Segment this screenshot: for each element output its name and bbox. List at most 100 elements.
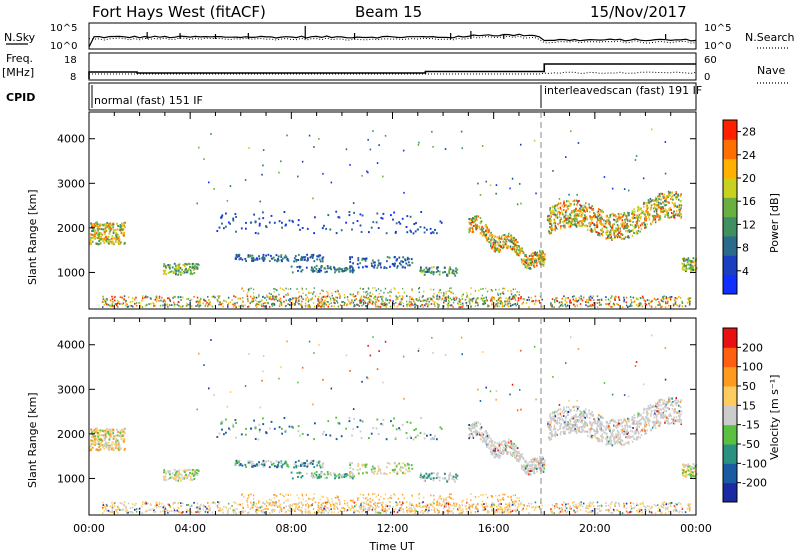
power-cell: [580, 205, 582, 208]
power-cell: [564, 299, 567, 302]
velocity-cell: [447, 501, 450, 503]
power-cell: [508, 301, 510, 303]
velocity-cell: [569, 507, 571, 510]
power-cell: [541, 252, 544, 255]
velocity-cell: [173, 507, 175, 510]
power-cell: [527, 257, 529, 260]
power-cell: [432, 271, 435, 274]
power-cell: [577, 214, 579, 217]
power-cell: [398, 262, 401, 265]
power-cell: [265, 254, 267, 257]
power-cell: [367, 301, 370, 303]
power-cell: [313, 260, 316, 263]
power-cell: [418, 288, 420, 290]
velocity-cell: [565, 511, 567, 514]
velocity-cell: [460, 509, 462, 512]
power-cell: [621, 233, 623, 236]
power-cell: [516, 203, 519, 206]
power-cell: [485, 296, 487, 299]
power-cell: [645, 226, 648, 229]
velocity-cell: [640, 503, 642, 505]
power-cell: [98, 227, 101, 230]
power-cell: [108, 232, 111, 235]
power-cell: [491, 245, 494, 248]
power-cell: [100, 228, 103, 231]
power-cell: [446, 296, 449, 298]
velocity-cell: [558, 512, 561, 514]
power-cell: [189, 272, 192, 275]
velocity-cell: [376, 502, 379, 505]
power-cell: [601, 234, 603, 237]
power-cell: [629, 303, 632, 306]
velocity-cell: [577, 505, 580, 508]
power-cell: [638, 216, 640, 219]
power-cell: [369, 148, 372, 151]
velocity-cell: [111, 504, 114, 506]
power-cell: [659, 304, 661, 306]
power-cell: [520, 202, 522, 205]
power-cell: [108, 227, 111, 230]
power-cell: [588, 222, 591, 225]
velocity-cell: [152, 508, 154, 510]
power-cell: [662, 298, 665, 300]
power-cell: [597, 219, 599, 221]
power-cell: [502, 243, 505, 246]
power-cell: [488, 229, 490, 232]
power-cell: [636, 222, 638, 225]
velocity-cell: [586, 507, 589, 510]
power-cell: [485, 233, 488, 236]
velocity-cell: [191, 511, 193, 514]
power-cell: [409, 295, 411, 298]
velocity-cell: [621, 512, 624, 514]
power-cell: [556, 300, 558, 302]
power-cell: [149, 297, 152, 299]
velocity-cell: [283, 506, 285, 509]
power-cell: [483, 232, 485, 235]
velocity-cell: [114, 447, 117, 449]
power-cell: [691, 265, 693, 268]
velocity-cell: [575, 503, 577, 506]
velocity-cell: [526, 505, 528, 507]
power-cell: [173, 305, 176, 307]
power-cell: [433, 296, 435, 299]
power-cell: [577, 209, 580, 212]
power-cell: [349, 269, 352, 272]
power-cell: [553, 228, 556, 230]
power-cell: [123, 295, 126, 298]
power-cell: [301, 287, 303, 290]
power-cell: [646, 204, 649, 207]
power-cell: [279, 297, 282, 300]
velocity-cell: [195, 511, 197, 513]
power-cell: [497, 292, 499, 295]
power-cell: [153, 303, 155, 305]
velocity-cell: [366, 496, 368, 499]
power-cell: [578, 212, 581, 215]
power-cell: [457, 302, 459, 305]
velocity-cell: [310, 498, 312, 500]
velocity-cell: [172, 503, 174, 505]
power-cell: [90, 233, 92, 236]
power-cell: [478, 225, 481, 228]
power-cell: [438, 270, 441, 273]
power-cell: [576, 300, 579, 303]
colorbar-label: 28: [742, 126, 756, 139]
power-cell: [578, 223, 580, 226]
power-cell: [473, 219, 476, 222]
velocity-cell: [324, 505, 326, 508]
power-cell: [674, 301, 677, 303]
power-cell: [613, 214, 616, 217]
power-cell: [421, 296, 424, 299]
power-cell: [586, 218, 589, 221]
colorbar-swatch: [723, 120, 737, 140]
velocity-cell: [510, 504, 513, 507]
power-cell: [661, 192, 664, 195]
power-cell: [520, 249, 522, 252]
power-cell: [364, 265, 367, 268]
velocity-cell: [318, 511, 320, 513]
power-cell: [508, 298, 511, 300]
velocity-cell: [123, 501, 126, 504]
power-cell: [321, 260, 324, 263]
power-cell: [582, 218, 585, 221]
power-cell: [612, 224, 614, 227]
power-cell: [401, 260, 403, 263]
